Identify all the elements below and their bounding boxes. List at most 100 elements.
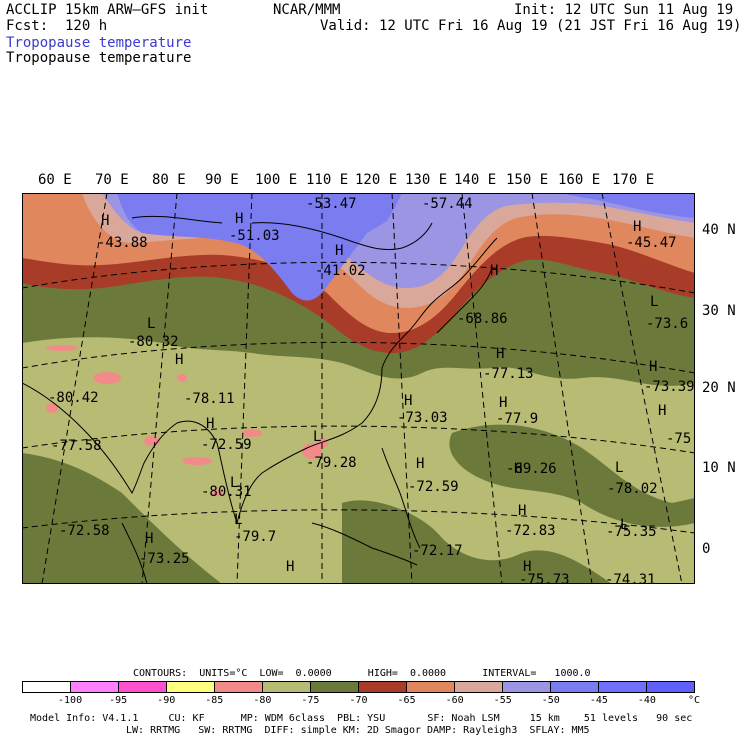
lon-label: 110 E [306, 172, 349, 188]
contour-value-label: -73.03 [397, 410, 448, 426]
contour-value-label: -72.59 [201, 437, 252, 453]
colorbar-swatch [215, 682, 263, 692]
high-marker: H [633, 219, 641, 235]
contour-value-label: -41.02 [315, 263, 366, 279]
colorbar-tick: -90 [157, 695, 176, 706]
colorbar-swatch [647, 682, 694, 692]
forecast-hour: Fcst: 120 h [6, 18, 108, 34]
high-marker: H [490, 263, 498, 279]
colorbar-tick: -40 [637, 695, 656, 706]
model-title: ACCLIP 15km ARW–GFS init [6, 2, 209, 18]
lat-label: 10 N [702, 460, 736, 476]
high-marker: H [518, 503, 526, 519]
colorbar-tick: -85 [205, 695, 224, 706]
colorbar-swatch [599, 682, 647, 692]
contour-value-label: -73.6 [646, 316, 688, 332]
contour-value-label: -72.83 [505, 523, 556, 539]
low-marker: L [234, 512, 242, 528]
low-marker: L [230, 475, 238, 491]
high-marker: H [145, 531, 153, 547]
lon-label: 60 E [38, 172, 72, 188]
colorbar-swatch [119, 682, 167, 692]
high-marker: H [496, 346, 504, 362]
map-canvas: H H H H H H H H H H H H H H H H H H L L L L L L L -53.47 -57.44 -43… [21, 192, 700, 588]
colorbar-swatch [455, 682, 503, 692]
contour-value-label: -43.88 [97, 235, 148, 251]
lon-label: 170 E [612, 172, 655, 188]
contour-value-label: -72.58 [59, 523, 110, 539]
lon-label: 130 E [405, 172, 448, 188]
contour-value-label: -75. [666, 431, 695, 447]
low-marker: L [615, 460, 623, 476]
contour-value-label: -53.47 [306, 196, 357, 212]
colorbar-tick: -100 [58, 695, 83, 706]
center-label: NCAR/MMM [273, 2, 341, 18]
contour-value-label: -79.7 [234, 529, 276, 545]
field-title-shaded: Tropopause temperature [6, 35, 192, 51]
lon-label: 160 E [558, 172, 601, 188]
colorbar-swatch [407, 682, 455, 692]
colorbar-swatch [167, 682, 215, 692]
colorbar-swatch [71, 682, 119, 692]
valid-time: Valid: 12 UTC Fri 16 Aug 19 (21 JST Fri … [320, 18, 740, 34]
contour-value-label: -45.47 [626, 235, 677, 251]
colorbar-swatch [263, 682, 311, 692]
high-marker: H [101, 213, 109, 229]
contour-value-label: -74.31 [605, 572, 656, 584]
lon-label: 100 E [255, 172, 298, 188]
field-title-contour: Tropopause temperature [6, 50, 192, 66]
colorbar-tick: -80 [253, 695, 272, 706]
lat-label: 30 N [702, 303, 736, 319]
high-marker: H [235, 211, 243, 227]
colorbar-tick: -65 [397, 695, 416, 706]
contour-value-label: -68.86 [457, 311, 508, 327]
band-minus45 [117, 193, 402, 301]
map-border [22, 193, 695, 584]
lon-label: 120 E [355, 172, 398, 188]
high-marker: H [649, 359, 657, 375]
lon-label: 70 E [95, 172, 129, 188]
contour-value-label: -80.32 [128, 334, 179, 350]
contour-value-label: -51.03 [229, 228, 280, 244]
lon-label: 80 E [152, 172, 186, 188]
lat-label: 40 N [702, 222, 736, 238]
high-marker: H [499, 395, 507, 411]
init-time: Init: 12 UTC Sun 11 Aug 19 [514, 2, 734, 18]
colorbar-swatch [551, 682, 599, 692]
lat-label: 20 N [702, 380, 736, 396]
high-marker: H [658, 403, 666, 419]
high-marker: H [523, 559, 531, 575]
high-marker: H [416, 456, 424, 472]
contour-value-label: -78.11 [184, 391, 235, 407]
colorbar-swatch [503, 682, 551, 692]
contour-value-label: -73.39 [644, 379, 695, 395]
low-marker: L [650, 294, 658, 310]
band-minus45-east [562, 193, 695, 218]
lat-label: 0 [702, 541, 711, 557]
colorbar-swatch [23, 682, 71, 692]
contour-value-label: -80.42 [48, 390, 99, 406]
contour-value-label: -78.02 [607, 481, 658, 497]
contour-value-label: -79.28 [306, 455, 357, 471]
contour-value-label: -69.26 [506, 461, 557, 477]
lon-label: 140 E [454, 172, 497, 188]
model-info-line1: Model Info: V4.1.1 CU: KF MP: WDM 6class… [30, 713, 693, 724]
colorbar-tick: -45 [589, 695, 608, 706]
contour-value-label: -75.35 [606, 524, 657, 540]
high-marker: H [335, 243, 343, 259]
colorbar-swatch [359, 682, 407, 692]
colorbar [22, 681, 695, 693]
contour-value-label: -77.9 [496, 411, 538, 427]
colorbar-tick: -50 [541, 695, 560, 706]
high-marker: H [206, 416, 214, 432]
contour-value-label: -77.58 [51, 438, 102, 454]
lon-label: 150 E [506, 172, 549, 188]
colorbar-tick: -55 [493, 695, 512, 706]
colorbar-tick: °C [687, 695, 701, 706]
lon-label: 90 E [205, 172, 239, 188]
band-minus70-south [22, 453, 222, 584]
high-marker: H [404, 393, 412, 409]
contour-value-label: -72.17 [412, 543, 463, 559]
coastlines [21, 215, 498, 585]
colorbar-tick: -95 [109, 695, 128, 706]
